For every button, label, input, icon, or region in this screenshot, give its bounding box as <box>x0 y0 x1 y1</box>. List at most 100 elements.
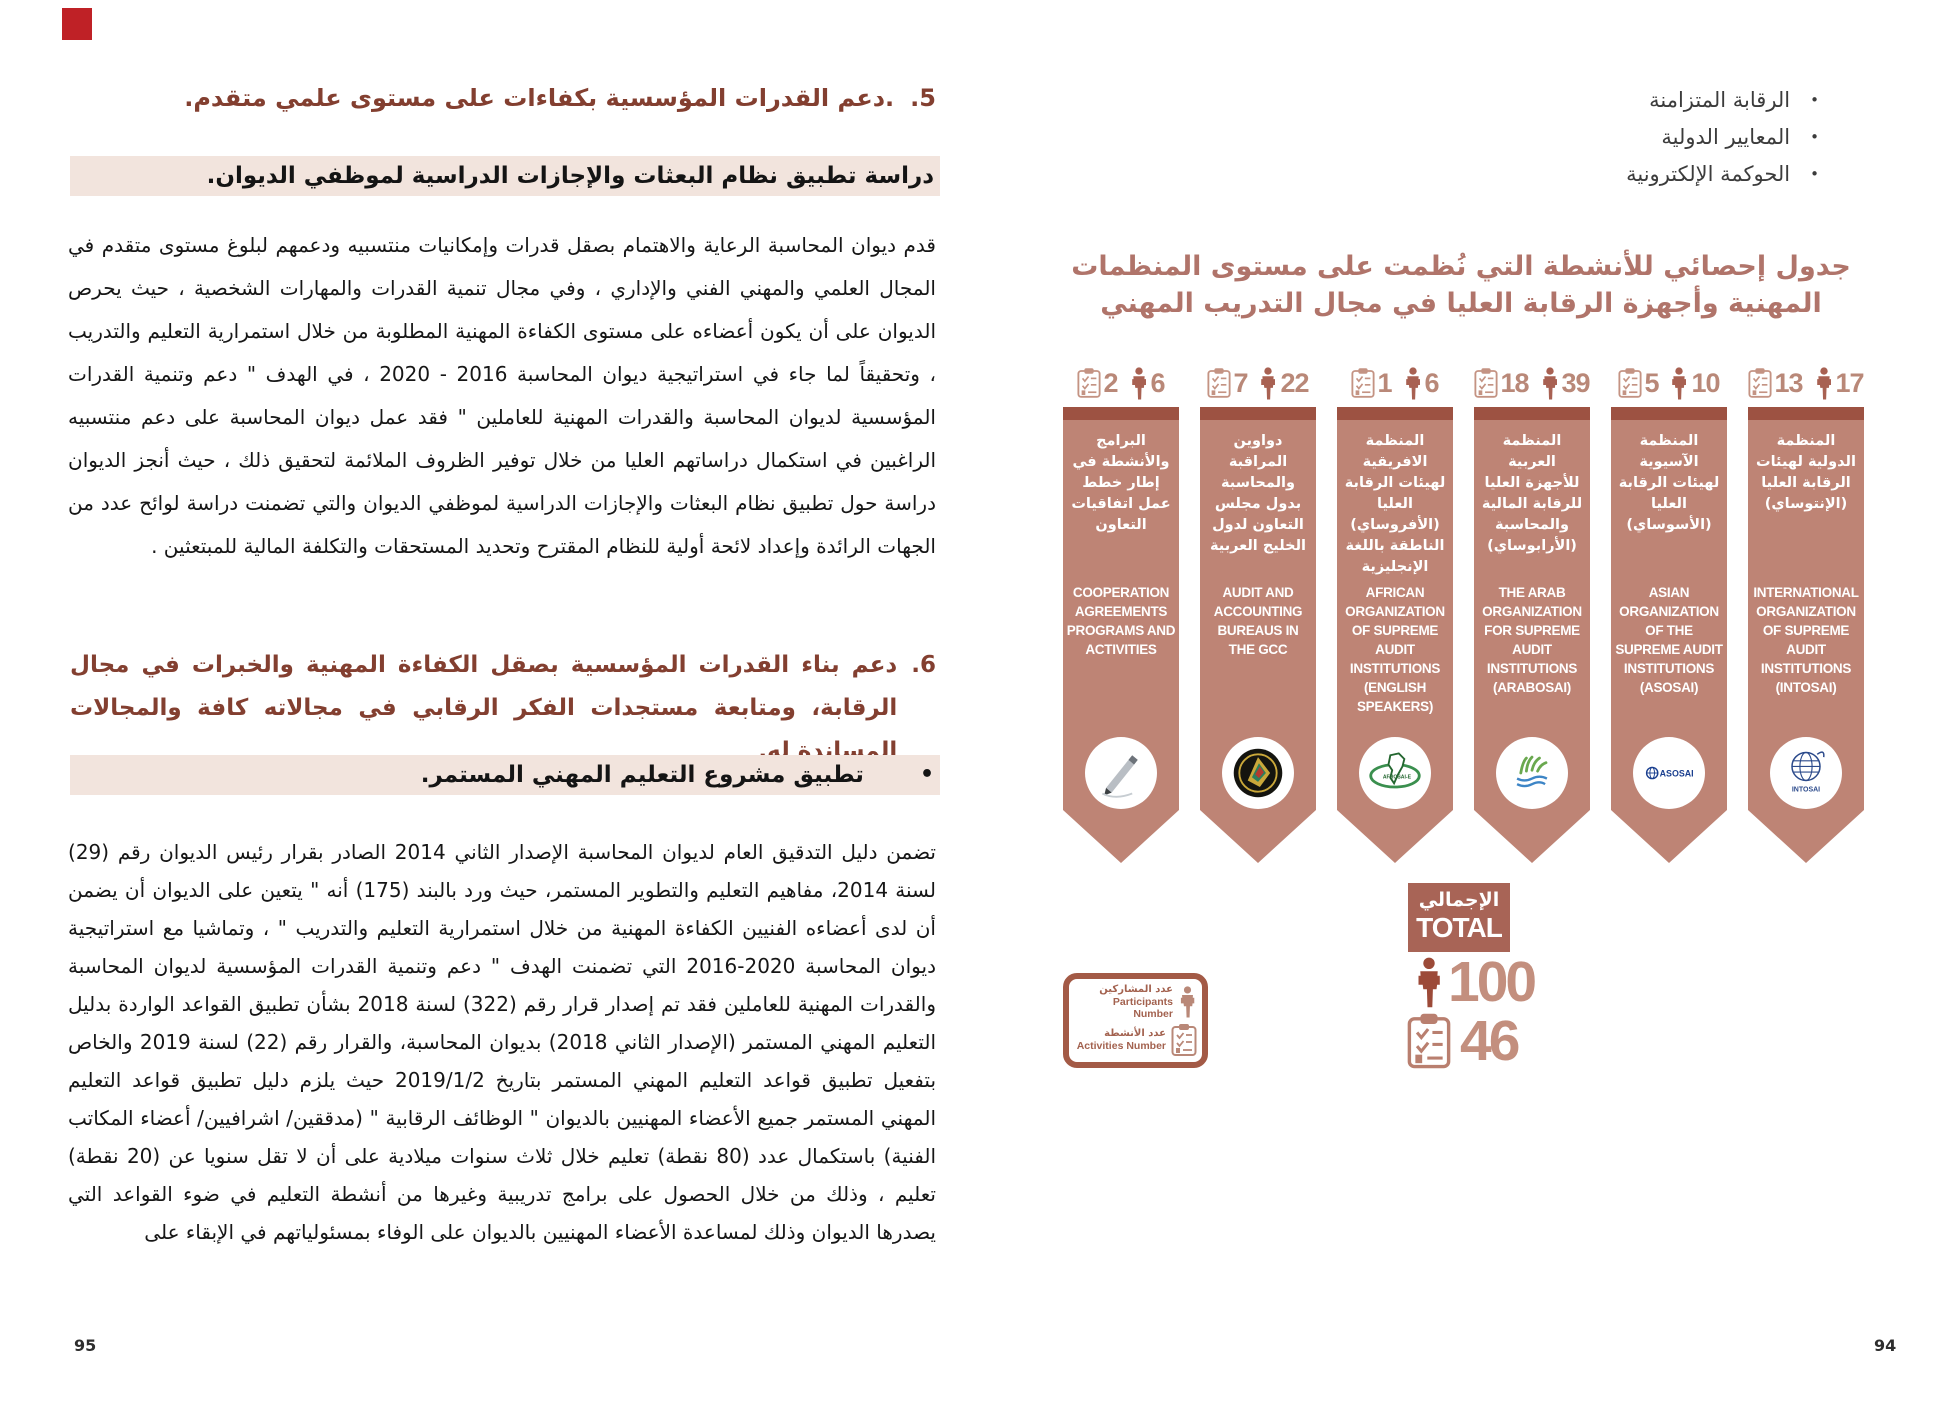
page-number-95: 95 <box>74 1336 97 1355</box>
page-number-94: 94 <box>1874 1336 1897 1355</box>
legend-participants: عدد المشاركين Participants Number <box>1074 984 1197 1020</box>
bullet-glyph: • <box>1810 128 1819 146</box>
section-heading-6: 6. دعم بناء القدرات المؤسسية بصقل الكفاء… <box>70 644 936 773</box>
clipboard-icon <box>1077 368 1102 398</box>
activities-count: 13 <box>1774 367 1803 398</box>
clipboard-icon <box>1748 368 1772 398</box>
ribbon-tail <box>1063 810 1179 863</box>
org-ribbon: المنظمة العربية للأجهزة العليا للرقابة ا… <box>1474 407 1590 810</box>
org-ribbon: دواوين المراقبة والمحاسبة بدول مجلس التع… <box>1200 407 1316 810</box>
org-ribbon: المنظمة الدولية لهيئات الرقابة العليا (ا… <box>1748 407 1864 810</box>
org-name-arabic: المنظمة الافريقية لهيئات الرقابة العليا … <box>1344 433 1446 575</box>
column-stats: 7 22 <box>1200 363 1316 403</box>
legend-activities-arabic: عدد الأنشطة <box>1104 1028 1166 1040</box>
section-heading-5: 5. .دعم القدرات المؤسسية بكفاءات على مست… <box>70 84 936 112</box>
heading-number: 5. <box>910 84 936 112</box>
total-activities-row: 46 <box>1404 1012 1520 1070</box>
total-box: الإجمالي TOTAL <box>1408 883 1510 952</box>
org-column-gcc: 7 22 دواوين المراقبة والمحاسبة بدول مجلس… <box>1200 363 1316 863</box>
heading-text: دعم بناء القدرات المؤسسية بصقل الكفاءة ا… <box>70 652 898 764</box>
gcc-logo <box>1222 737 1294 809</box>
clipboard-icon <box>1207 368 1231 398</box>
legend-participants-arabic: عدد المشاركين <box>1099 983 1173 995</box>
highlight-bar-cpe: • تطبيق مشروع التعليم المهني المستمر. <box>70 755 940 795</box>
intosai-logo: INTOSAI <box>1770 737 1842 809</box>
svg-text:INTOSAI: INTOSAI <box>1792 787 1820 794</box>
org-column-intosai: 13 17 المنظمة الدولية لهيئات الرقابة الع… <box>1748 363 1865 863</box>
bullet-glyph: • <box>1810 91 1819 109</box>
org-name-arabic: البرامج والأنشطة في إطار خطط عمل اتفاقيا… <box>1071 433 1171 533</box>
org-ribbon: المنظمة الآسيوية لهيئات الرقابة العليا (… <box>1611 407 1727 810</box>
column-stats: 1 6 <box>1337 363 1453 403</box>
ribbon-tail <box>1337 810 1453 863</box>
svg-text:AFROSAI-E: AFROSAI-E <box>1383 775 1412 781</box>
org-column-afrosai: 1 6 المنظمة الافريقية لهيئات الرقابة الع… <box>1337 363 1453 863</box>
column-stats: 18 39 <box>1474 363 1591 403</box>
bullet-glyph: • <box>919 762 934 787</box>
person-icon <box>1672 366 1687 400</box>
person-icon <box>1261 366 1276 400</box>
org-name-english: AFRICAN ORGANIZATION OF SUPREME AUDIT IN… <box>1345 585 1445 714</box>
org-column-asosai: 5 10 المنظمة الآسيوية لهيئات الرقابة الع… <box>1611 363 1727 863</box>
paragraph-2: تضمن دليل التدقيق العام لديوان المحاسبة … <box>68 840 937 1244</box>
org-name-english: THE ARAB ORGANIZATION FOR SUPREME AUDIT … <box>1482 585 1582 695</box>
person-icon <box>1131 366 1146 400</box>
org-name-english: AUDIT AND ACCOUNTING BUREAUS IN THE GCC <box>1213 585 1303 657</box>
asosai-logo: ASOSAI <box>1633 737 1705 809</box>
list-item: • الحوكمة الإلكترونية <box>1626 156 1819 193</box>
org-ribbon: البرامج والأنشطة في إطار خطط عمل اتفاقيا… <box>1063 407 1179 810</box>
clipboard-icon <box>1474 368 1498 398</box>
clipboard-icon <box>1618 368 1642 398</box>
legend-box: عدد المشاركين Participants Number عدد ال… <box>1063 973 1208 1068</box>
ribbon-tail <box>1200 810 1316 863</box>
org-ribbon: المنظمة الافريقية لهيئات الرقابة العليا … <box>1337 407 1453 810</box>
svg-text:ASOSAI: ASOSAI <box>1660 769 1694 779</box>
participants-count: 6 <box>1424 367 1440 398</box>
heading-number: 6. <box>911 652 936 678</box>
participants-count: 17 <box>1835 367 1865 398</box>
org-name-english: ASIAN ORGANIZATION OF THE SUPREME AUDIT … <box>1615 585 1723 695</box>
participants-count: 22 <box>1280 367 1309 398</box>
activities-count: 18 <box>1500 367 1529 398</box>
paragraph-1: قدم ديوان المحاسبة الرعاية والاهتمام بصق… <box>68 233 936 558</box>
org-name-english: INTERNATIONAL ORGANIZATION OF SUPREME AU… <box>1753 585 1859 695</box>
clipboard-icon <box>1171 1024 1197 1057</box>
legend-participants-english: Participants Number <box>1112 995 1173 1020</box>
person-icon <box>1180 986 1195 1018</box>
participants-count: 10 <box>1691 367 1720 398</box>
clipboard-icon <box>1407 1013 1451 1069</box>
activities-count: 7 <box>1233 367 1248 398</box>
org-name-arabic: دواوين المراقبة والمحاسبة بدول مجلس التع… <box>1210 433 1306 554</box>
ribbon-tail <box>1474 810 1590 863</box>
person-icon <box>1418 957 1440 1007</box>
highlight-bar-study: دراسة تطبيق نظام البعثات والإجازات الدرا… <box>70 156 940 196</box>
org-name-arabic: المنظمة الدولية لهيئات الرقابة العليا (ا… <box>1756 433 1856 512</box>
activities-count: 1 <box>1377 367 1392 398</box>
total-participants: 100 <box>1448 950 1537 1014</box>
org-name-arabic: المنظمة الآسيوية لهيئات الرقابة العليا (… <box>1618 433 1720 533</box>
pen-logo <box>1085 737 1157 809</box>
person-icon <box>1542 366 1557 400</box>
total-label-english: TOTAL <box>1416 912 1503 943</box>
arabosai-logo <box>1496 737 1568 809</box>
person-icon <box>1816 366 1831 400</box>
bullet-glyph: • <box>1810 165 1819 183</box>
legend-activities-english: Activities Number <box>1076 1040 1166 1053</box>
afrosai-logo: AFROSAI-E <box>1359 737 1431 809</box>
activities-count: 5 <box>1644 367 1659 398</box>
column-stats: 13 17 <box>1748 363 1865 403</box>
corner-mark <box>62 8 92 40</box>
list-item: • الرقابة المتزامنة <box>1626 82 1819 119</box>
infographic-title: جدول إحصائي للأنشطة التي نُظمت على مستوى… <box>1071 251 1851 319</box>
org-name-english: COOPERATION AGREEMENTS PROGRAMS AND ACTI… <box>1066 585 1176 657</box>
total-participants-row: 100 <box>1414 950 1537 1014</box>
person-icon <box>1405 366 1420 400</box>
ribbon-tail <box>1611 810 1727 863</box>
org-name-arabic: المنظمة العربية للأجهزة العليا للرقابة ا… <box>1481 433 1583 554</box>
org-column-cooperation: 2 6 البرامج والأنشطة في إطار خطط عمل اتف… <box>1063 363 1179 863</box>
list-item: • المعايير الدولية <box>1626 119 1819 156</box>
heading-text: .دعم القدرات المؤسسية بكفاءات على مستوى … <box>184 84 895 112</box>
column-stats: 5 10 <box>1611 363 1727 403</box>
participants-count: 6 <box>1150 367 1166 398</box>
